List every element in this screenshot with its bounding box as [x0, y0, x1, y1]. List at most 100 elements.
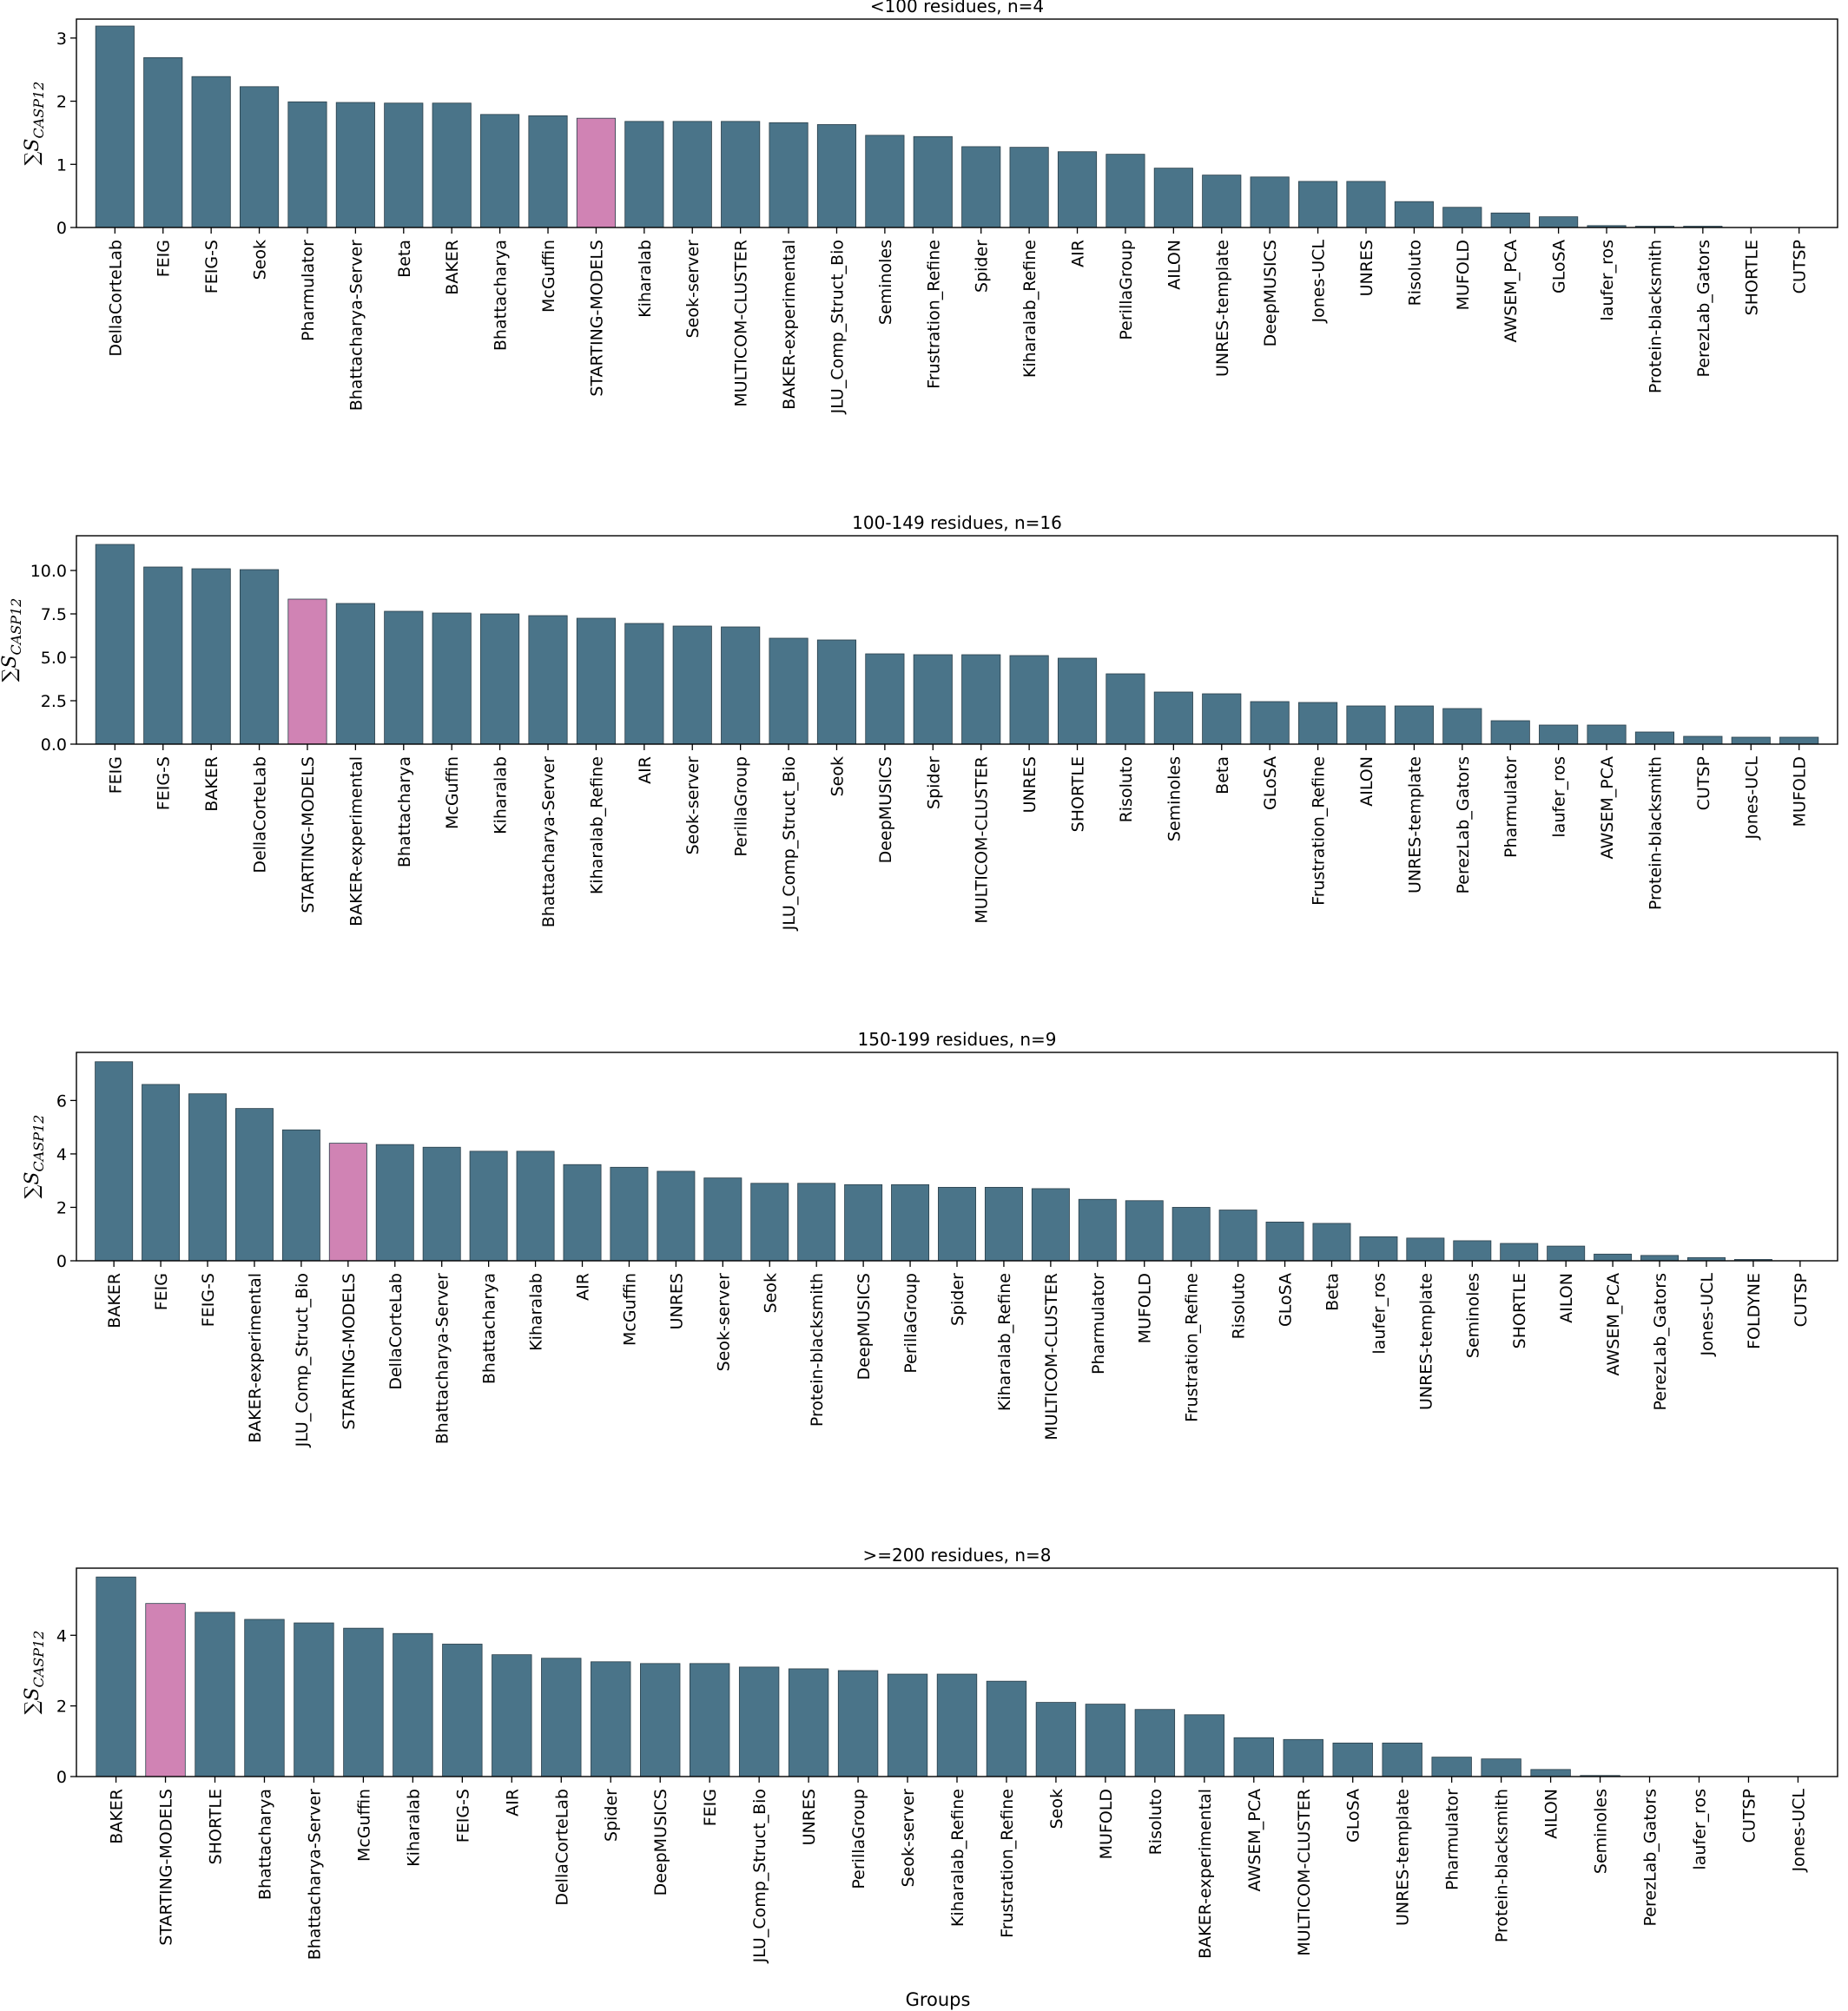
y-tick-label: 2.5 [41, 692, 67, 711]
bar-unres [657, 1170, 696, 1262]
x-tick-label: Seminoles [1463, 1273, 1482, 1358]
bar-perezlab-gators [1442, 708, 1482, 745]
bar-frustration-refine [986, 1680, 1027, 1777]
x-tick-label: AWSEM_PCA [1604, 1273, 1623, 1375]
bar-mufold [1779, 736, 1819, 745]
x-tick-label: BAKER [108, 1789, 127, 1844]
x-tick-label: Bhattacharya [255, 1789, 274, 1900]
bar-awsem-pca [1587, 724, 1627, 745]
x-tick-label: AILON [1557, 1273, 1576, 1323]
y-axis-label: ∑SCASP12 [22, 82, 47, 166]
chart-panel-3: 150-199 residues, n=9 BAKER FEIG FEIG-S BAKE… [22, 1029, 1838, 1447]
x-tick-label: PerillaGroup [849, 1789, 868, 1889]
x-tick-label: PerezLab_Gators [1641, 1789, 1660, 1926]
bar-cutsp [1683, 735, 1723, 745]
y-tick-label: 0.0 [41, 735, 67, 755]
y-tick-label: 2 [56, 1698, 67, 1717]
bar-kiharalab [624, 121, 664, 228]
bar-seok [816, 639, 857, 745]
x-tick-label: Kiharalab_Refine [995, 1273, 1014, 1411]
svg-text:∑SCASP12: ∑SCASP12 [22, 1631, 47, 1715]
x-tick-label: STARTING-MODELS [299, 756, 318, 913]
bar-awsem-pca [1594, 1253, 1633, 1262]
bar-spider [913, 654, 953, 745]
x-tick-label: SHORTLE [207, 1789, 226, 1864]
bar-baker-experimental [335, 603, 375, 745]
x-tick-label: Jones-UCL [1789, 1789, 1808, 1873]
bar-protein-blacksmith [1634, 731, 1675, 745]
x-tick-label: FEIG [155, 240, 174, 277]
x-tick-label: FEIG [152, 1273, 171, 1310]
bar-mufold [1442, 207, 1482, 228]
bar-bhattacharya [384, 610, 424, 745]
bar-pharmulator [287, 101, 327, 228]
x-tick-label: FEIG [106, 756, 125, 794]
x-tick-label: SHORTLE [1510, 1273, 1529, 1348]
bar-spider [961, 146, 1001, 228]
x-tick-label: laufer_ros [1690, 1789, 1709, 1870]
x-tick-label: Seok [1047, 1789, 1066, 1829]
x-tick-label: DeepMUSICS [855, 1273, 874, 1380]
x-tick-label: AWSEM_PCA [1598, 756, 1617, 859]
bar-shortle [1057, 657, 1098, 745]
bar-mcguffin [528, 115, 568, 228]
bar-starting-models [328, 1143, 367, 1262]
x-tick-label: STARTING-MODELS [340, 1273, 359, 1430]
x-tick-label: Bhattacharya-Server [305, 1789, 324, 1960]
bar-beta [1202, 693, 1242, 745]
bar-beta [384, 102, 424, 228]
bar-jlu-comp-struct-bio [738, 1666, 780, 1777]
y-axis-label: ∑SCASP12 [22, 1631, 47, 1715]
svg-text:∑SCASP12: ∑SCASP12 [0, 598, 24, 682]
y-tick-label: 0 [56, 1768, 67, 1787]
plot-frame [76, 1567, 1838, 1777]
bar-beta [1312, 1223, 1351, 1262]
bar-baker-experimental [234, 1108, 274, 1262]
y-tick-label: 6 [56, 1091, 67, 1111]
bar-air [624, 623, 664, 745]
x-tick-label: Seok [828, 756, 847, 796]
x-tick-label: Risoluto [1405, 240, 1424, 306]
x-tick-label: AILON [1542, 1789, 1561, 1839]
x-tick-label: McGuffin [354, 1789, 373, 1862]
x-tick-label: PerillaGroup [732, 756, 751, 857]
x-tick-label: DellaCorteLab [106, 240, 125, 357]
bar-pharmulator [1490, 720, 1530, 745]
bar-feig-s [191, 76, 231, 228]
x-tick-label: Beta [1213, 756, 1232, 795]
x-tick-label: BAKER-experimental [346, 756, 366, 926]
bar-deepmusics [640, 1663, 681, 1777]
bar-awsem-pca [1233, 1737, 1274, 1777]
bar-risoluto [1218, 1210, 1257, 1262]
x-tick-label: Frustration_Refine [1310, 756, 1329, 906]
x-tick-label: Spider [948, 1273, 967, 1326]
bar-frustration-refine [1298, 702, 1338, 745]
bar-unres [788, 1668, 829, 1777]
bar-glosa [1332, 1742, 1373, 1777]
x-tick-label: Bhattacharya [395, 756, 414, 867]
bar-glosa [1250, 701, 1290, 745]
x-tick-label: FEIG-S [453, 1789, 472, 1843]
bar-dellacortelab [541, 1658, 582, 1777]
bar-perillagroup [1106, 154, 1145, 228]
bar-jones-ucl [1298, 181, 1338, 228]
bar-protein-blacksmith [797, 1183, 836, 1262]
x-tick-label: Spider [924, 756, 943, 809]
x-tick-label: UNRES-template [1213, 240, 1232, 377]
bar-unres [1346, 181, 1386, 228]
x-tick-label: MUFOLD [1136, 1273, 1155, 1343]
x-tick-label: FEIG [701, 1789, 720, 1826]
x-tick-label: PerillaGroup [1117, 240, 1136, 340]
bar-dellacortelab [375, 1144, 414, 1262]
bar-perillagroup [721, 626, 761, 745]
x-tick-label: STARTING-MODELS [587, 240, 606, 397]
bar-air [563, 1164, 602, 1262]
bar-seok [1035, 1702, 1077, 1777]
bar-seok-server [672, 121, 712, 228]
x-tick-label: DellaCorteLab [552, 1789, 571, 1906]
svg-text:∑SCASP12: ∑SCASP12 [22, 82, 47, 166]
x-tick-label: JLU_Comp_Struct_Bio [750, 1789, 769, 1963]
chart-panel-1: <100 residues, n=4 DellaCorteLab FEIG FEIG-… [22, 0, 1838, 414]
x-tick-label: Kiharalab [636, 240, 655, 318]
bar-feig-s [143, 566, 183, 745]
